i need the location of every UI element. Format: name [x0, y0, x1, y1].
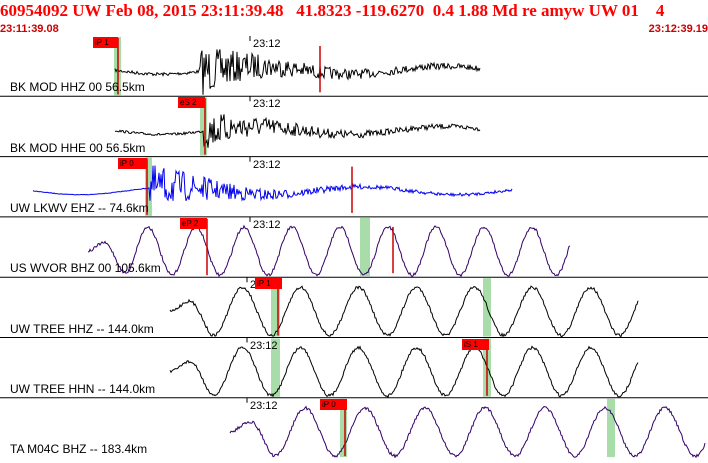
trace-panel[interactable] [0, 156, 708, 216]
start-time: 23:11:39.08 [0, 23, 59, 35]
channel-label: US WVOR BHZ 00 105.6km [10, 261, 161, 276]
time-tick-label: 23:12 [253, 38, 281, 50]
waveform [32, 165, 513, 202]
time-tick-label: 23:12 [253, 218, 281, 231]
channel-label: UW TREE HHN -- 144.0km [10, 381, 156, 396]
phase-pick-flag[interactable]: eP 2 [180, 217, 207, 229]
waveform [87, 224, 571, 278]
time-tick-label: 23:12 [250, 339, 278, 352]
end-time: 23:12:39.19 [648, 23, 708, 35]
phase-pick-flag[interactable]: iP 0 [118, 157, 147, 169]
trace-panel[interactable] [0, 216, 708, 278]
phase-pick-flag[interactable]: iP 1 [93, 37, 118, 48]
channel-label: BK MOD HHE 00 56.5km [10, 140, 146, 155]
phase-pick-flag[interactable]: iP 0 [320, 398, 347, 410]
time-tick-label: 23:12 [253, 98, 281, 111]
pick-window [607, 398, 615, 458]
channel-label: UW TREE HHZ -- 144.0km [10, 321, 154, 336]
waveform [169, 345, 639, 399]
time-tick-label: 23:12 [250, 399, 278, 412]
pick-window [360, 217, 370, 277]
phase-pick-flag[interactable]: iS 1 [462, 338, 489, 350]
pick-window [145, 157, 152, 216]
channel-label: UW LKWV EHZ -- 74.6km [10, 200, 149, 215]
event-header: 60954092 UW Feb 08, 2015 23:11:39.48 41.… [0, 1, 665, 20]
trace-panel[interactable] [114, 36, 481, 96]
phase-pick-flag[interactable]: iP 1 [255, 278, 282, 290]
channel-label: TA M04C BHZ -- 183.4km [10, 442, 148, 457]
waveform [229, 405, 706, 459]
pick-window [271, 278, 280, 337]
pick-window [340, 398, 347, 458]
seismogram-traces: BK MOD HHZ 00 56.5km 23:12 iP 1 BK MOD HHE … [0, 36, 708, 459]
phase-pick-flag[interactable]: eS 2 [178, 97, 205, 109]
pick-window [200, 97, 207, 156]
waveform [115, 114, 481, 148]
pick-window [271, 338, 280, 397]
trace-panel[interactable] [0, 397, 708, 459]
waveform [169, 285, 639, 339]
trace-panel[interactable] [0, 95, 708, 156]
waveform [114, 49, 481, 95]
time-tick-label: 23:12 [253, 158, 281, 171]
channel-label: BK MOD HHZ 00 56.5km [10, 80, 145, 95]
trace-panel[interactable] [0, 276, 708, 339]
trace-canvas [0, 36, 708, 459]
